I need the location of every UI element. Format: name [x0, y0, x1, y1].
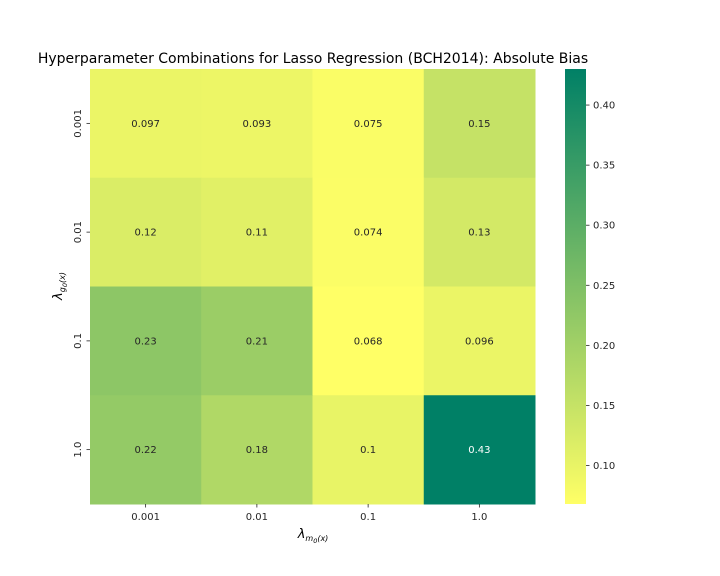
colorbar-tick-label: 0.10 — [593, 461, 615, 472]
x-tick-label: 1.0 — [471, 512, 487, 523]
x-axis-label: λm0(x) — [297, 527, 329, 545]
heatmap-cell — [201, 69, 313, 179]
y-tick-label: 1.0 — [73, 442, 84, 458]
cell-value-label: 0.068 — [354, 336, 383, 347]
cell-value-label: 0.15 — [468, 119, 490, 130]
x-axis-label-tail: (x) — [317, 534, 328, 543]
y-tick-label: 0.1 — [73, 333, 84, 349]
x-axis-label-subsub: 0 — [313, 537, 317, 545]
colorbar-tick-label: 0.20 — [593, 341, 615, 352]
cell-value-label: 0.13 — [468, 228, 490, 239]
heatmap-cell — [312, 286, 425, 396]
cell-value-label: 0.18 — [246, 445, 268, 456]
heatmap-cells — [90, 69, 536, 505]
heatmap-cell-labels: 0.097 0.093 0.075 0.15 0.12 0.11 0.074 0.13 0.23… — [131, 119, 493, 456]
heatmap-cell — [423, 177, 536, 287]
heatmap-cell — [312, 69, 425, 179]
cell-value-label: 0.093 — [243, 119, 272, 130]
cell-value-label: 0.11 — [246, 228, 268, 239]
heatmap-cell — [201, 395, 313, 505]
cell-value-label: 0.43 — [468, 445, 490, 456]
heatmap-cell — [90, 177, 202, 287]
colorbar-tick-label: 0.35 — [593, 161, 615, 172]
heatmap-cell — [90, 69, 202, 179]
y-axis-label-sub: g — [58, 287, 67, 292]
heatmap-cell — [312, 177, 425, 287]
cell-value-label: 0.097 — [131, 119, 160, 130]
chart-title: Hyperparameter Combinations for Lasso Re… — [38, 51, 588, 67]
x-tick-label: 0.01 — [246, 512, 268, 523]
y-axis-label-main: λ — [51, 292, 66, 301]
colorbar — [565, 69, 586, 504]
y-axis-label-subsub: 0 — [61, 283, 69, 287]
heatmap-cell — [312, 395, 425, 505]
y-tick-label: 0.01 — [73, 221, 84, 243]
x-tick-label: 0.001 — [131, 512, 160, 523]
y-axis-label-tail: (x) — [58, 272, 67, 283]
y-tick-label: 0.001 — [73, 109, 84, 138]
colorbar-tick-label: 0.25 — [593, 281, 615, 292]
cell-value-label: 0.21 — [246, 336, 268, 347]
x-tick-label: 0.1 — [360, 512, 376, 523]
colorbar-tick-label: 0.40 — [593, 101, 615, 112]
cell-value-label: 0.12 — [134, 228, 156, 239]
x-axis-ticks: 0.001 0.01 0.1 1.0 — [131, 504, 487, 523]
cell-value-label: 0.075 — [354, 119, 383, 130]
cell-value-label: 0.074 — [354, 228, 383, 239]
heatmap-cell — [423, 286, 536, 396]
heatmap-cell — [423, 69, 536, 179]
y-axis-ticks: 0.001 0.01 0.1 1.0 — [73, 109, 90, 458]
colorbar-tick-label: 0.30 — [593, 221, 615, 232]
heatmap-cell — [201, 177, 313, 287]
heatmap-cell — [90, 286, 202, 396]
x-axis-label-main: λ — [297, 527, 306, 542]
heatmap-cell — [201, 286, 313, 396]
cell-value-label: 0.22 — [134, 445, 156, 456]
heatmap-cell — [423, 395, 536, 505]
cell-value-label: 0.23 — [134, 336, 156, 347]
colorbar-ticks: 0.10 0.15 0.20 0.25 0.30 0.35 0.40 — [586, 101, 615, 472]
cell-value-label: 0.096 — [465, 336, 494, 347]
cell-value-label: 0.1 — [360, 445, 376, 456]
x-axis-label-sub: m — [305, 534, 313, 543]
colorbar-tick-label: 0.15 — [593, 401, 615, 412]
heatmap-cell — [90, 395, 202, 505]
y-axis-label: λg0(x) — [51, 272, 69, 301]
